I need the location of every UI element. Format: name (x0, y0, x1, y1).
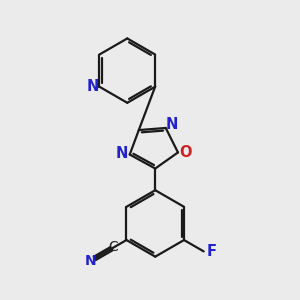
Text: N: N (166, 117, 178, 132)
Text: N: N (116, 146, 128, 161)
Text: O: O (179, 145, 192, 160)
Text: F: F (206, 244, 216, 259)
Text: N: N (86, 79, 99, 94)
Text: C: C (108, 240, 118, 254)
Text: N: N (84, 254, 96, 268)
